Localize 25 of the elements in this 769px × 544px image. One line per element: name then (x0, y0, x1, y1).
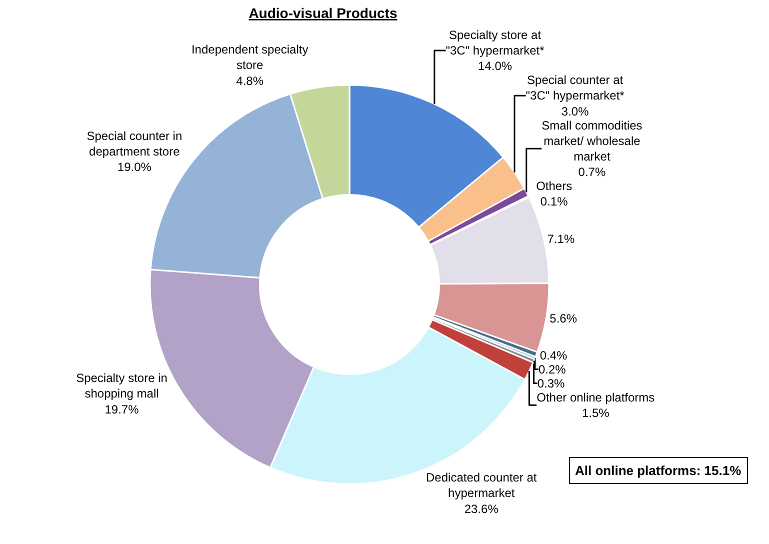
slice-label: Independent specialty store (191, 42, 308, 72)
text: All online platforms: 15.1% (575, 463, 742, 478)
data-label: 0.3% (537, 376, 565, 390)
data-label: 19.0% (117, 160, 152, 174)
slice-label: Other online platforms (536, 390, 655, 404)
data-label: 4.8% (236, 74, 264, 88)
slice-label: Specialty store in shopping mall (76, 371, 168, 401)
slice-label: Special counter at "3C" hypermarket* (526, 73, 625, 103)
data-label: 0.4% (540, 348, 568, 362)
data-label: 0.2% (538, 362, 566, 376)
data-label: 5.6% (550, 311, 578, 326)
chart-title: Audio-visual Products (248, 4, 398, 21)
data-label: 7.1% (547, 232, 575, 246)
data-label: 0.7% (578, 165, 606, 180)
slice-label: Special counter in department store (86, 128, 182, 158)
data-label: 14.0% (478, 59, 512, 74)
data-label: 23.6% (464, 502, 499, 516)
slice-label: Small commodities market/ wholesale market (542, 118, 642, 164)
data-label: 19.7% (104, 402, 140, 416)
slice-label: Others (536, 179, 572, 194)
slice-label: Dedicated counter at hypermarket (426, 470, 538, 500)
slice-label: Specialty store at "3C" hypermarket* (446, 28, 545, 58)
data-label: 1.5% (582, 406, 610, 420)
data-label: 3.0% (561, 104, 590, 118)
data-label: 0.1% (540, 194, 568, 209)
